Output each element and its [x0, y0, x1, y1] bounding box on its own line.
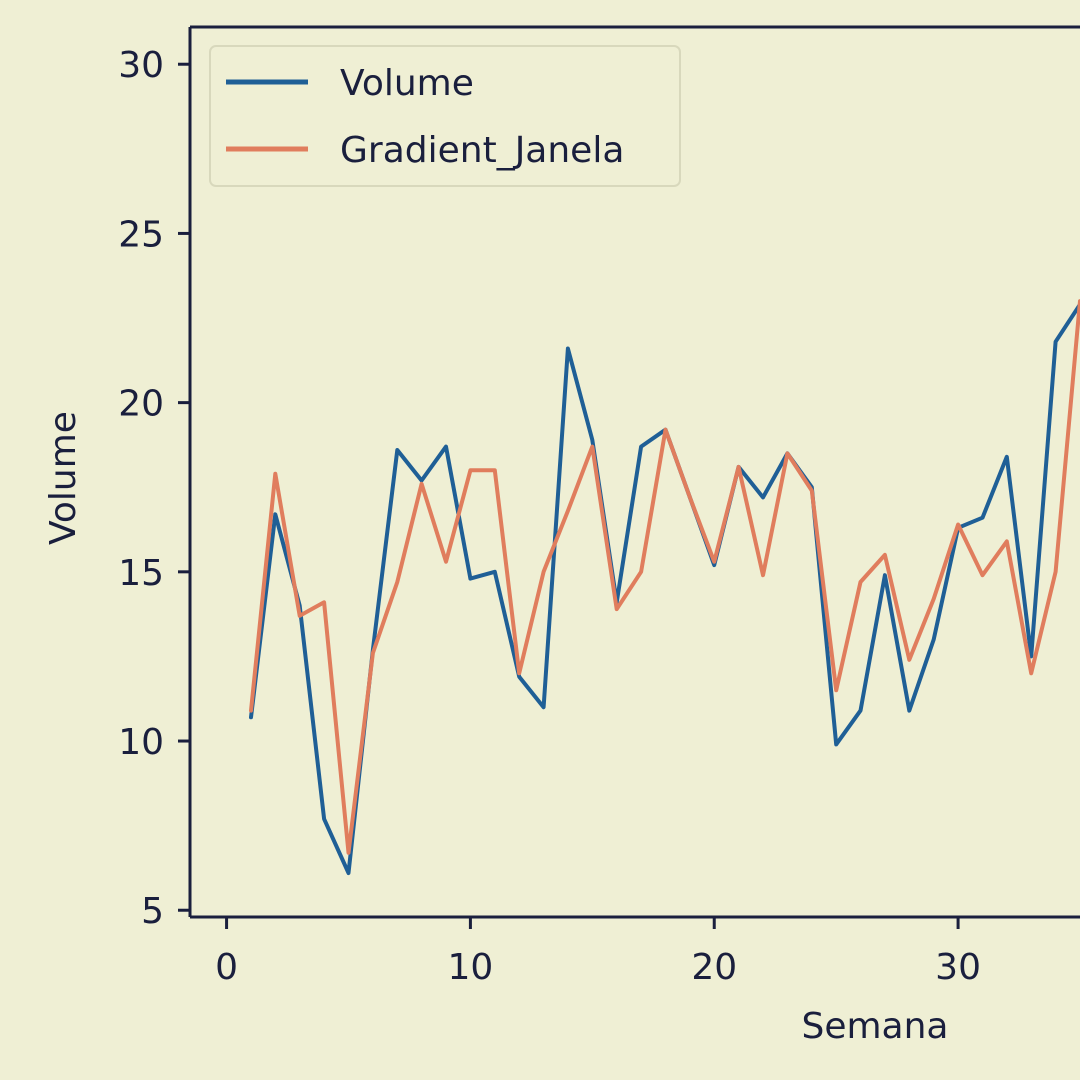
legend-box [209, 45, 681, 187]
x-tick-label: 30 [935, 947, 981, 988]
y-tick-label: 30 [118, 45, 164, 86]
legend: Volume Gradient_Janela [209, 45, 681, 187]
y-tick-label: 10 [118, 722, 164, 763]
x-tick-label: 0 [215, 947, 238, 988]
y-tick-label: 15 [118, 553, 164, 594]
y-tick-label: 25 [118, 214, 164, 255]
x-tick-label: 10 [448, 947, 494, 988]
y-tick-label: 5 [141, 891, 164, 932]
y-tick-label: 20 [118, 384, 164, 425]
x-tick-label: 20 [691, 947, 737, 988]
series-line-gradient-janela [249, 299, 1080, 855]
series-layer [249, 299, 1080, 875]
x-axis-label: Semana [801, 1006, 948, 1047]
y-axis-label: Volume [43, 411, 84, 545]
series-line-volume [249, 302, 1080, 875]
axes-layer: 5 10 15 20 25 30 0 10 20 30 [118, 25, 1080, 988]
legend-label-volume: Volume [340, 63, 474, 104]
legend-label-gradient-janela: Gradient_Janela [340, 130, 624, 171]
